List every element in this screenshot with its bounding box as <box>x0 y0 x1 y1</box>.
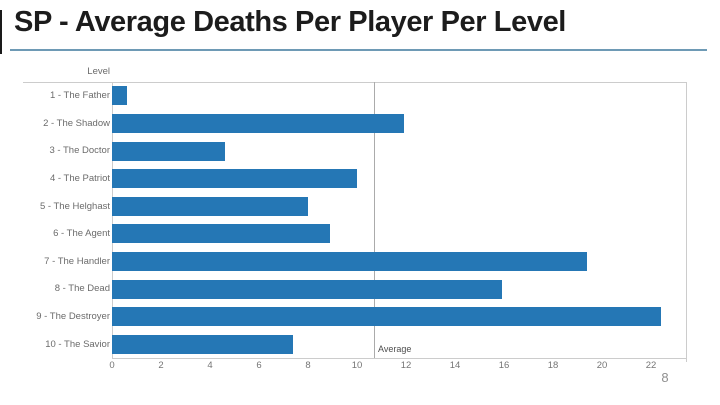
x-axis-tick-label: 0 <box>109 360 115 371</box>
bar <box>112 224 331 244</box>
x-axis-tick-label: 6 <box>256 360 262 371</box>
x-axis-tick-label: 22 <box>645 360 657 371</box>
y-axis-label: 4 - The Patriot <box>49 173 110 185</box>
y-axis-label: 3 - The Doctor <box>49 145 110 157</box>
bar <box>112 196 308 216</box>
x-axis-tick-label: 16 <box>498 360 510 371</box>
y-axis-label: 8 - The Dead <box>54 283 110 295</box>
bar <box>112 86 127 106</box>
y-axis-label: 9 - The Destroyer <box>36 311 110 323</box>
bar <box>112 113 404 133</box>
bar <box>112 169 357 189</box>
average-line <box>374 82 375 358</box>
x-axis-tick-label: 12 <box>400 360 412 371</box>
bar <box>112 334 294 354</box>
y-axis-label: 10 - The Savior <box>45 338 110 350</box>
average-line-label: Average <box>378 344 412 354</box>
bar <box>112 251 588 271</box>
chart-right-border <box>686 82 687 362</box>
x-axis-tick-label: 18 <box>547 360 559 371</box>
bar <box>112 307 661 327</box>
slide-title: SP - Average Deaths Per Player Per Level <box>14 6 566 38</box>
x-axis-line <box>112 358 687 359</box>
x-axis-tick-label: 10 <box>351 360 363 371</box>
x-axis-tick-label: 20 <box>596 360 608 371</box>
x-axis-tick-label: 14 <box>449 360 461 371</box>
y-axis-label: 7 - The Handler <box>44 255 110 267</box>
x-axis-tick-label: 2 <box>158 360 164 371</box>
window-edge-strip <box>0 10 2 54</box>
y-axis-label: 1 - The Father <box>49 90 110 102</box>
y-axis-label: 5 - The Helghast <box>39 200 110 212</box>
y-axis-line <box>112 82 113 358</box>
x-axis-tick-label: 4 <box>207 360 213 371</box>
x-axis-tick-label: 8 <box>305 360 311 371</box>
y-axis-title: Level <box>87 66 110 77</box>
title-underline <box>10 49 707 51</box>
page-number: 8 <box>661 370 669 385</box>
bar <box>112 141 225 161</box>
bar <box>112 279 502 299</box>
chart-top-border <box>23 82 686 83</box>
y-axis-label: 6 - The Agent <box>53 228 110 240</box>
y-axis-label: 2 - The Shadow <box>43 117 110 129</box>
